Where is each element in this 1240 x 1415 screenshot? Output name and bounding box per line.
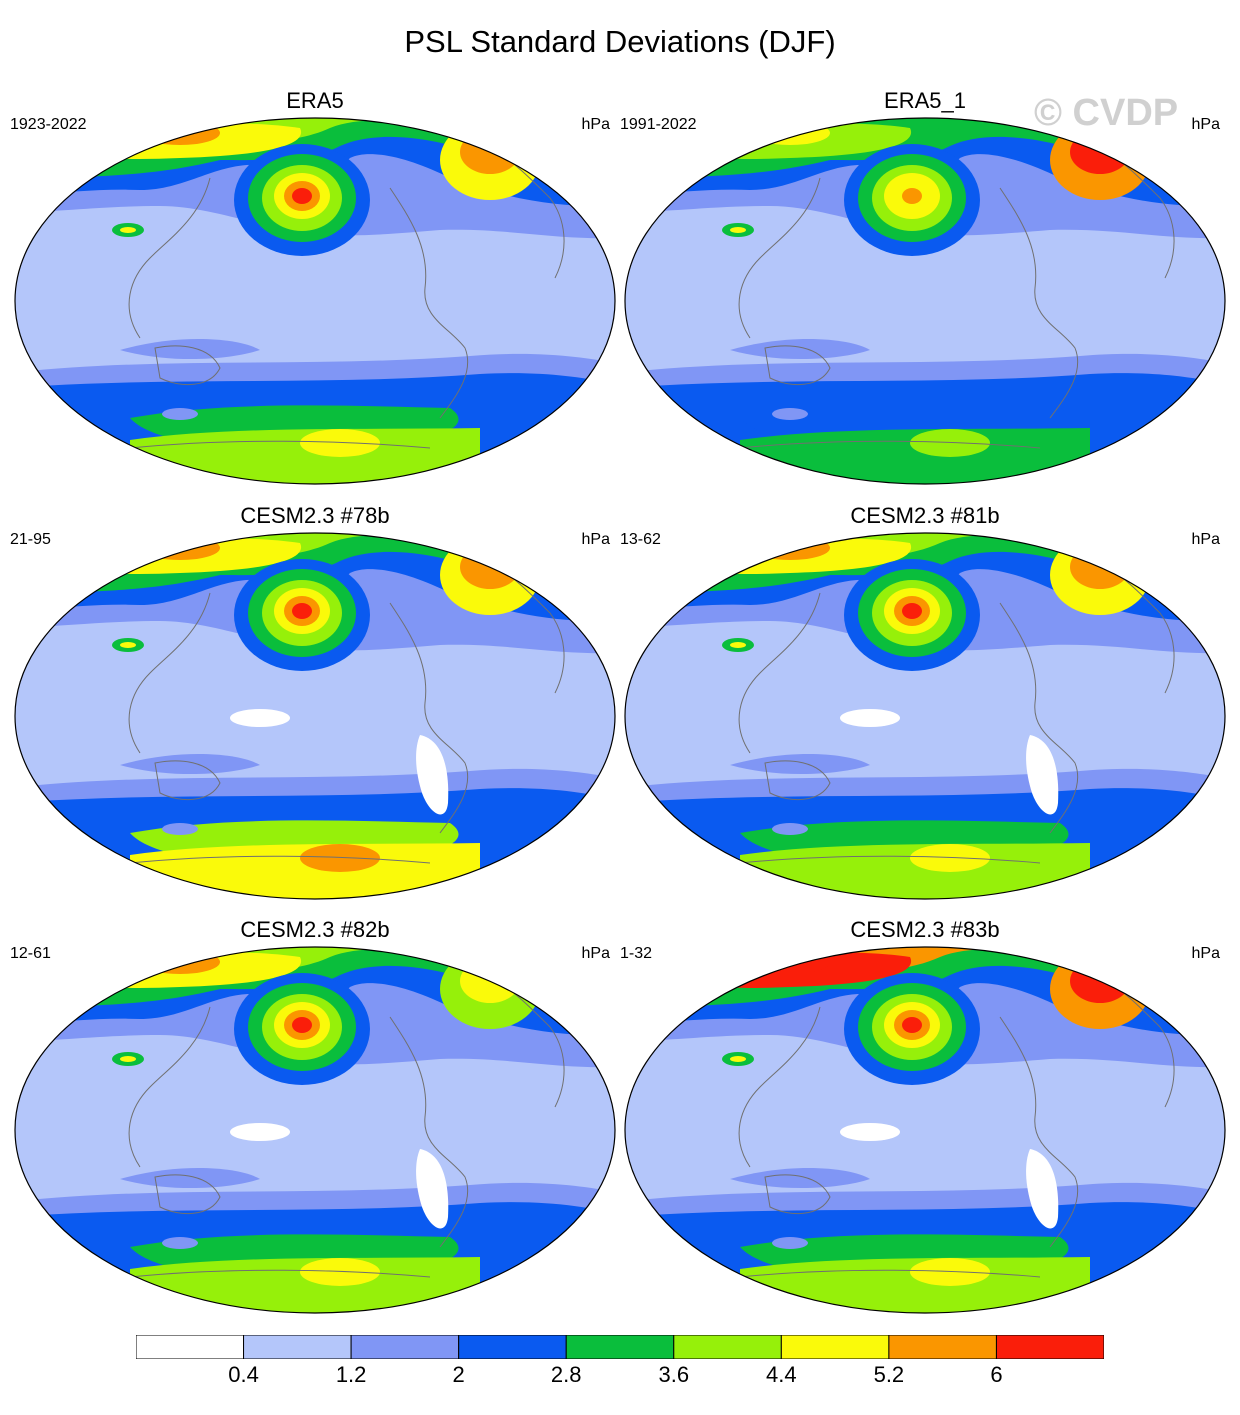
panel-period: 1991-2022 xyxy=(620,116,697,133)
panel-title: CESM2.3 #81b xyxy=(850,503,1000,528)
colorbar-tick-label: 4.4 xyxy=(766,1362,797,1387)
panel-title: CESM2.3 #78b xyxy=(240,503,390,528)
robinson-map xyxy=(14,117,616,485)
robinson-map xyxy=(624,117,1226,485)
panel-period: 1923-2022 xyxy=(10,116,87,133)
panel-units: hPa xyxy=(581,531,610,548)
robinson-map xyxy=(624,946,1226,1314)
panel-title: CESM2.3 #83b xyxy=(850,917,1000,942)
colorbar-swatch xyxy=(565,1335,675,1359)
map-panel: ERA5_1 1991-2022 hPa xyxy=(620,88,1230,498)
robinson-map xyxy=(14,946,616,1314)
colorbar-tick-label: 1.2 xyxy=(335,1362,367,1387)
map-panel: CESM2.3 #82b 12-61 hPa xyxy=(10,917,620,1327)
colorbar-tick-label: 5.2 xyxy=(873,1362,905,1387)
colorbar-swatch xyxy=(458,1335,567,1359)
watermark: © CVDP xyxy=(1034,92,1179,134)
colorbar-swatch xyxy=(888,1335,997,1359)
panel-units: hPa xyxy=(1191,116,1220,133)
colorbar-swatch xyxy=(350,1335,460,1359)
map-panel: ERA5 1923-2022 hPa xyxy=(10,88,620,498)
colorbar-tick-label: 6 xyxy=(990,1362,1003,1387)
colorbar-tick-label: 0.4 xyxy=(228,1362,259,1387)
robinson-map xyxy=(14,532,616,900)
figure-title: PSL Standard Deviations (DJF) xyxy=(404,24,836,59)
panel-units: hPa xyxy=(1191,945,1220,962)
panel-title: ERA5_1 xyxy=(884,88,966,113)
panel-title: CESM2.3 #82b xyxy=(240,917,390,942)
colorbar-swatch xyxy=(673,1335,782,1359)
colorbar-swatch xyxy=(780,1335,890,1359)
map-panel: CESM2.3 #81b 13-62 hPa xyxy=(620,503,1230,913)
panel-period: 1-32 xyxy=(620,945,653,962)
panel-period: 21-95 xyxy=(10,531,51,548)
panel-title: ERA5 xyxy=(286,88,344,113)
colorbar-tick-label: 2.8 xyxy=(550,1362,582,1387)
colorbar-swatch xyxy=(243,1335,352,1359)
panel-period: 12-61 xyxy=(10,945,51,962)
panel-units: hPa xyxy=(1191,531,1220,548)
robinson-map xyxy=(624,532,1226,900)
colorbar-swatch xyxy=(136,1335,245,1359)
map-panel: CESM2.3 #83b 1-32 hPa xyxy=(620,917,1230,1327)
panel-units: hPa xyxy=(581,945,610,962)
map-panel: CESM2.3 #78b 21-95 hPa xyxy=(10,503,620,913)
colorbar-swatch xyxy=(995,1335,1104,1359)
panel-units: hPa xyxy=(581,116,610,133)
panel-period: 13-62 xyxy=(620,531,661,548)
colorbar-tick-label: 2 xyxy=(452,1362,465,1387)
colorbar xyxy=(136,1335,1104,1359)
colorbar-tick-label: 3.6 xyxy=(658,1362,690,1387)
